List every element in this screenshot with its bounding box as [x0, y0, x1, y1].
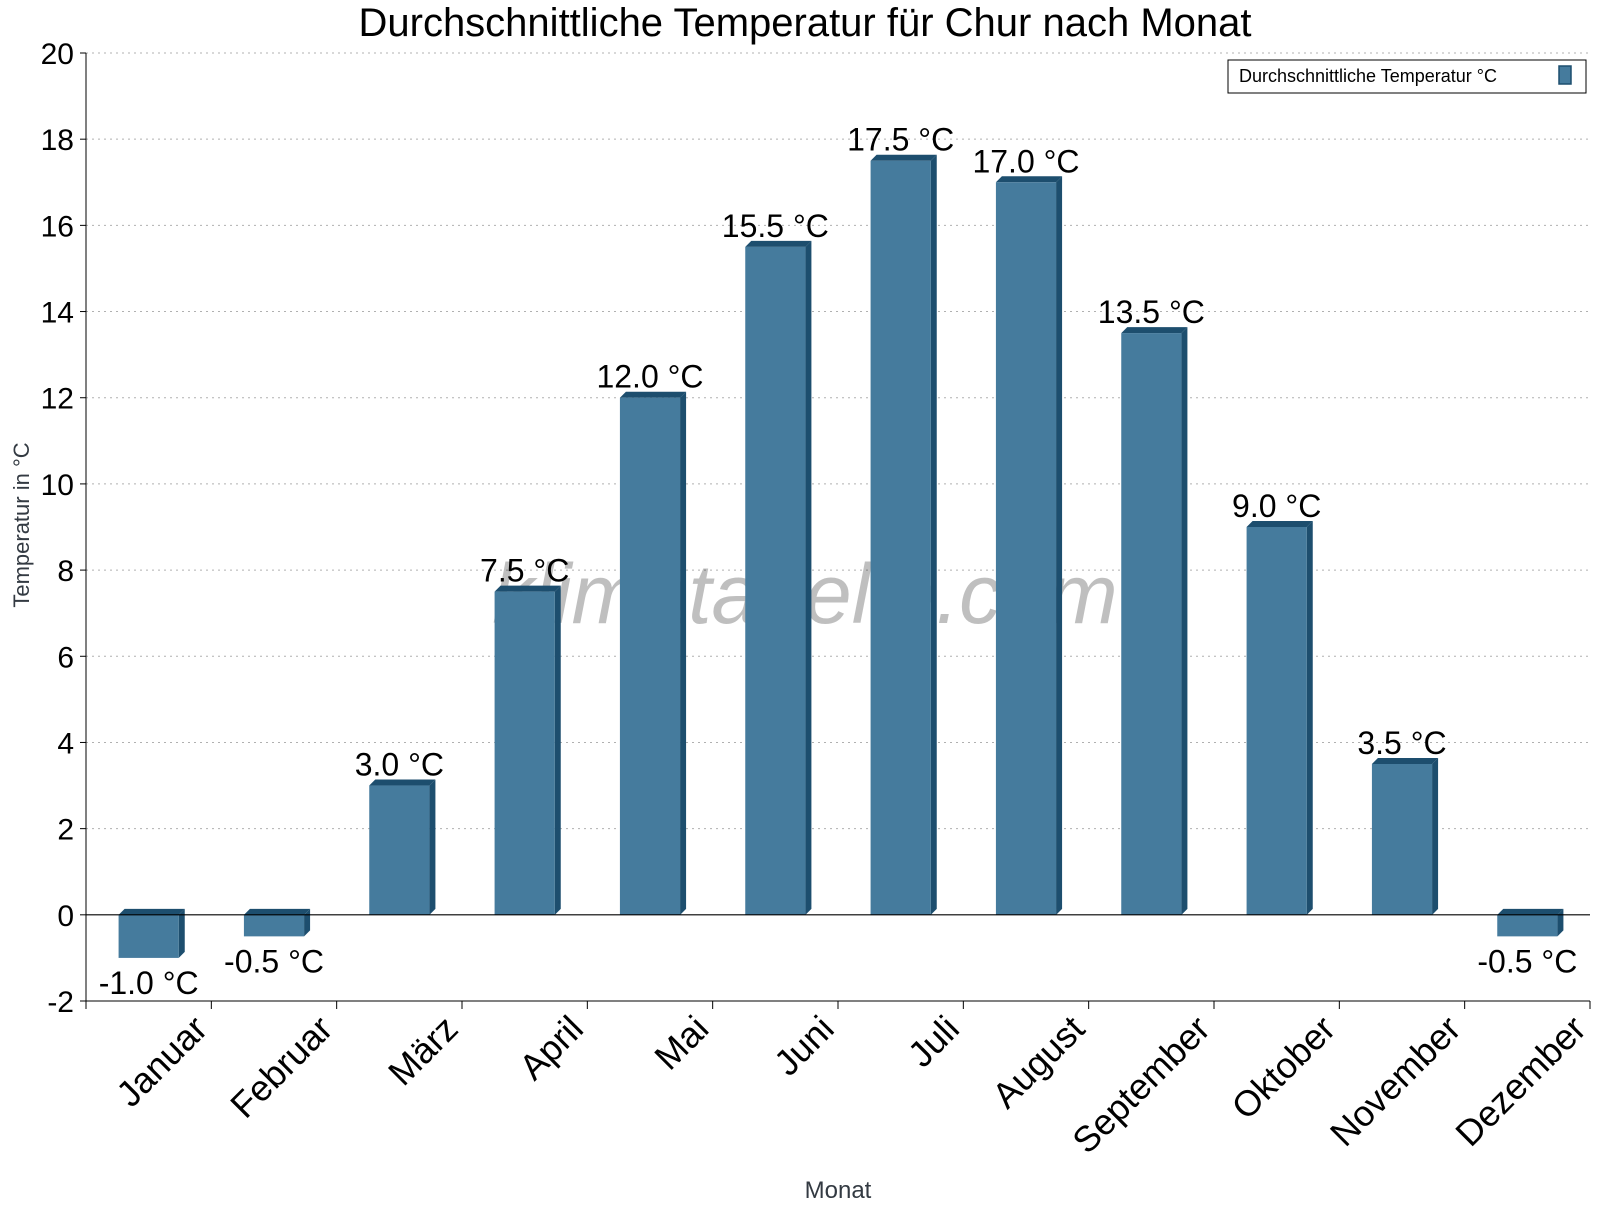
- grid-lines: [86, 52, 1590, 830]
- data-label: 9.0 °C: [1232, 488, 1321, 524]
- x-tick-label: September: [1064, 1008, 1218, 1162]
- data-label: 3.0 °C: [355, 747, 444, 783]
- bar-top: [1497, 908, 1564, 915]
- bar-side: [304, 908, 311, 937]
- bar: [619, 397, 681, 915]
- y-tick-label: -2: [47, 986, 74, 1019]
- data-label: 13.5 °C: [1098, 294, 1205, 330]
- bar-side: [429, 779, 436, 915]
- y-tick-label: 2: [57, 814, 74, 847]
- data-label: 15.5 °C: [722, 208, 829, 244]
- bar-side: [1181, 327, 1188, 915]
- y-tick-label: 10: [41, 469, 74, 502]
- legend-box: [1227, 59, 1587, 94]
- y-tick-label: 20: [41, 38, 74, 71]
- legend-swatch: [1558, 65, 1572, 85]
- y-tick-label: 0: [57, 900, 74, 933]
- bar-top: [369, 779, 436, 786]
- data-label: 7.5 °C: [480, 553, 569, 589]
- bar-side: [554, 585, 561, 915]
- data-label: 17.5 °C: [847, 122, 954, 158]
- data-label: -0.5 °C: [1477, 943, 1577, 979]
- data-label: 3.5 °C: [1357, 725, 1446, 761]
- bar-top: [1121, 327, 1188, 334]
- bar-top: [494, 585, 561, 592]
- bar-side: [1056, 176, 1063, 915]
- bar-side: [1432, 758, 1439, 915]
- bar: [118, 914, 179, 958]
- x-tick-label: März: [380, 1008, 466, 1094]
- x-tick-label: August: [984, 1008, 1092, 1116]
- bar: [745, 246, 806, 915]
- bar: [1371, 764, 1433, 915]
- y-tick-label: 16: [41, 210, 74, 243]
- bar-side: [680, 391, 687, 915]
- bars: [118, 154, 1564, 958]
- x-tick-label: Februar: [222, 1008, 340, 1126]
- bar: [494, 591, 555, 915]
- y-tick-label: 12: [41, 383, 74, 416]
- x-tick-label: April: [511, 1008, 591, 1088]
- x-tick-label: Januar: [108, 1008, 215, 1115]
- bar-top: [995, 176, 1063, 183]
- bar: [1246, 527, 1307, 915]
- bar: [1121, 333, 1182, 915]
- legend-label: Durchschnittliche Temperatur °C: [1239, 66, 1497, 86]
- data-label: 17.0 °C: [972, 143, 1079, 179]
- bar: [243, 914, 305, 937]
- data-label: -1.0 °C: [99, 965, 199, 1001]
- data-label: -0.5 °C: [224, 943, 324, 979]
- bar-side: [930, 154, 937, 915]
- x-tick-label: Oktober: [1223, 1008, 1343, 1128]
- x-tick-label: Juli: [900, 1008, 967, 1075]
- bar-side: [805, 240, 812, 915]
- bar-top: [1371, 758, 1439, 764]
- bar-top: [243, 908, 311, 915]
- bar-side: [178, 908, 185, 958]
- bar: [870, 160, 931, 915]
- bar-top: [745, 240, 812, 247]
- y-axis-title: Temperatur in °C: [9, 442, 34, 607]
- chart-title: Durchschnittliche Temperatur für Chur na…: [358, 1, 1251, 45]
- y-tick-label: 14: [41, 297, 74, 330]
- x-axis-title: Monat: [805, 1177, 872, 1200]
- bar-side: [1557, 908, 1564, 937]
- bar-side: [1306, 521, 1313, 915]
- bar-top: [118, 908, 185, 915]
- y-tick-label: 8: [57, 555, 74, 588]
- x-tick-label: Mai: [646, 1008, 716, 1078]
- legend: Durchschnittliche Temperatur °C: [1227, 59, 1587, 94]
- y-tick-label: 18: [41, 124, 74, 157]
- y-tick-label: 4: [57, 727, 74, 760]
- data-labels: -1.0 °C -0.5 °C 3.0 °C 7.5 °C 12.0 °C 15.5 °C…: [99, 122, 1578, 1001]
- y-tick-label: 6: [57, 641, 74, 674]
- x-tick-label: Dezember: [1447, 1008, 1593, 1154]
- bar: [1497, 914, 1558, 937]
- bar-top: [1246, 521, 1313, 527]
- bar-top: [870, 154, 937, 161]
- bar: [995, 182, 1057, 915]
- x-tick-label: Juni: [766, 1008, 842, 1084]
- data-label: 12.0 °C: [596, 359, 703, 395]
- x-tick-label: November: [1322, 1008, 1468, 1154]
- bar: [369, 785, 430, 915]
- bar-top: [619, 391, 687, 398]
